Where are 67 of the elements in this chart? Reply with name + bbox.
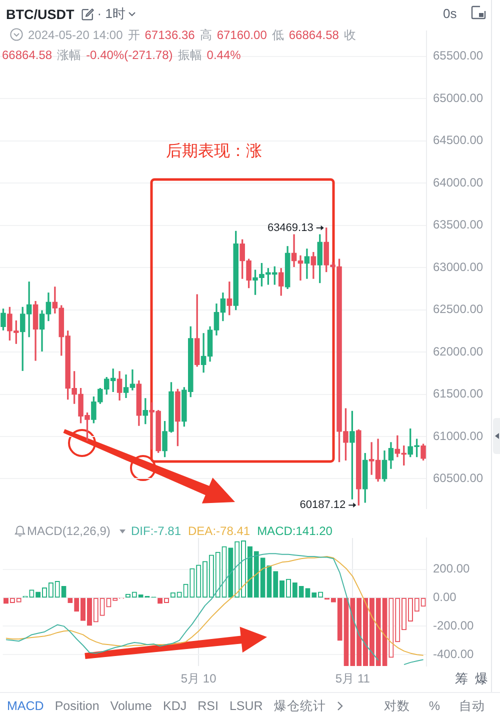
series-label: MACD:141.20 (257, 524, 332, 538)
bar (228, 548, 234, 598)
text: DEA:-78.41 (188, 524, 250, 538)
text: MACD (7, 699, 44, 713)
annotation: 66864.58 (2, 47, 52, 64)
text: RSI (198, 699, 218, 713)
x-tick-label: 5月 10 (180, 672, 217, 686)
x-tick-label: 5月 11 (335, 672, 370, 686)
text: KDJ (163, 699, 187, 713)
text: 0s (443, 6, 457, 21)
bar (382, 598, 388, 666)
annotation: 63469.13 (267, 222, 314, 234)
candlestick (304, 248, 310, 279)
bar (344, 598, 349, 666)
y-tick-label: 61500.00 (433, 386, 484, 401)
bar (266, 565, 272, 598)
text: · 1时 (97, 5, 126, 23)
bar (61, 586, 66, 598)
bar (298, 586, 304, 598)
text: 对数 (384, 698, 410, 714)
text: % (428, 699, 440, 713)
bar (376, 598, 381, 666)
y-tick-label: 64000.00 (433, 175, 484, 190)
text: 筹 (455, 670, 468, 688)
y-tick-label: 65500.00 (433, 48, 484, 63)
annotation: 收 (344, 27, 356, 44)
bar (74, 598, 80, 612)
y-tick-label: -400.00 (433, 646, 474, 661)
text: 爆 (475, 670, 488, 688)
chart-title: BTC/USDT (6, 6, 74, 22)
bar (260, 558, 266, 598)
annotation: 高 (200, 27, 212, 44)
y-tick-label: -200.00 (433, 618, 474, 632)
text: LSUR (229, 699, 263, 713)
annotation: 0.44% (206, 47, 241, 64)
annotation: 低 (272, 27, 284, 44)
y-tick-label: 63000.00 (433, 260, 484, 274)
annotation: 2024-05-20 14:00 (28, 27, 123, 44)
y-tick-label: 0.00 (433, 590, 457, 604)
y-tick-label: 62500.00 (433, 302, 484, 316)
text: DIF:-7.81 (131, 524, 182, 538)
annotation: -0.40%(-271.78) (86, 47, 173, 64)
y-tick-label: 63500.00 (433, 218, 484, 232)
y-tick-label: 200.00 (433, 562, 470, 576)
y-tick-label: 60500.00 (433, 471, 484, 486)
annotation: 涨幅 (57, 47, 82, 64)
y-tick-label: 62000.00 (433, 344, 484, 358)
text: Volume (110, 699, 152, 713)
text: 自动 (459, 698, 485, 714)
bar (337, 598, 342, 641)
annotation: 振幅 (178, 47, 202, 64)
annotation: 后期表现：涨 (166, 142, 262, 162)
bar (273, 571, 278, 598)
bar (350, 598, 356, 666)
text: 爆仓统计 (274, 698, 326, 714)
bar (254, 551, 259, 598)
bar (305, 588, 310, 598)
annotation: 开 (128, 27, 140, 44)
annotation: 67160.00 (216, 27, 267, 44)
annotation: 67136.36 (144, 27, 195, 44)
y-tick-label: 61000.00 (433, 428, 484, 443)
text: Position (54, 699, 100, 713)
annotation: 60187.12 (300, 499, 346, 512)
annotation: 66864.58 (288, 27, 339, 44)
legend-title: MACD(12,26,9) (27, 524, 110, 538)
y-tick-label: 65000.00 (433, 90, 484, 105)
y-tick-label: 64500.00 (433, 133, 484, 148)
